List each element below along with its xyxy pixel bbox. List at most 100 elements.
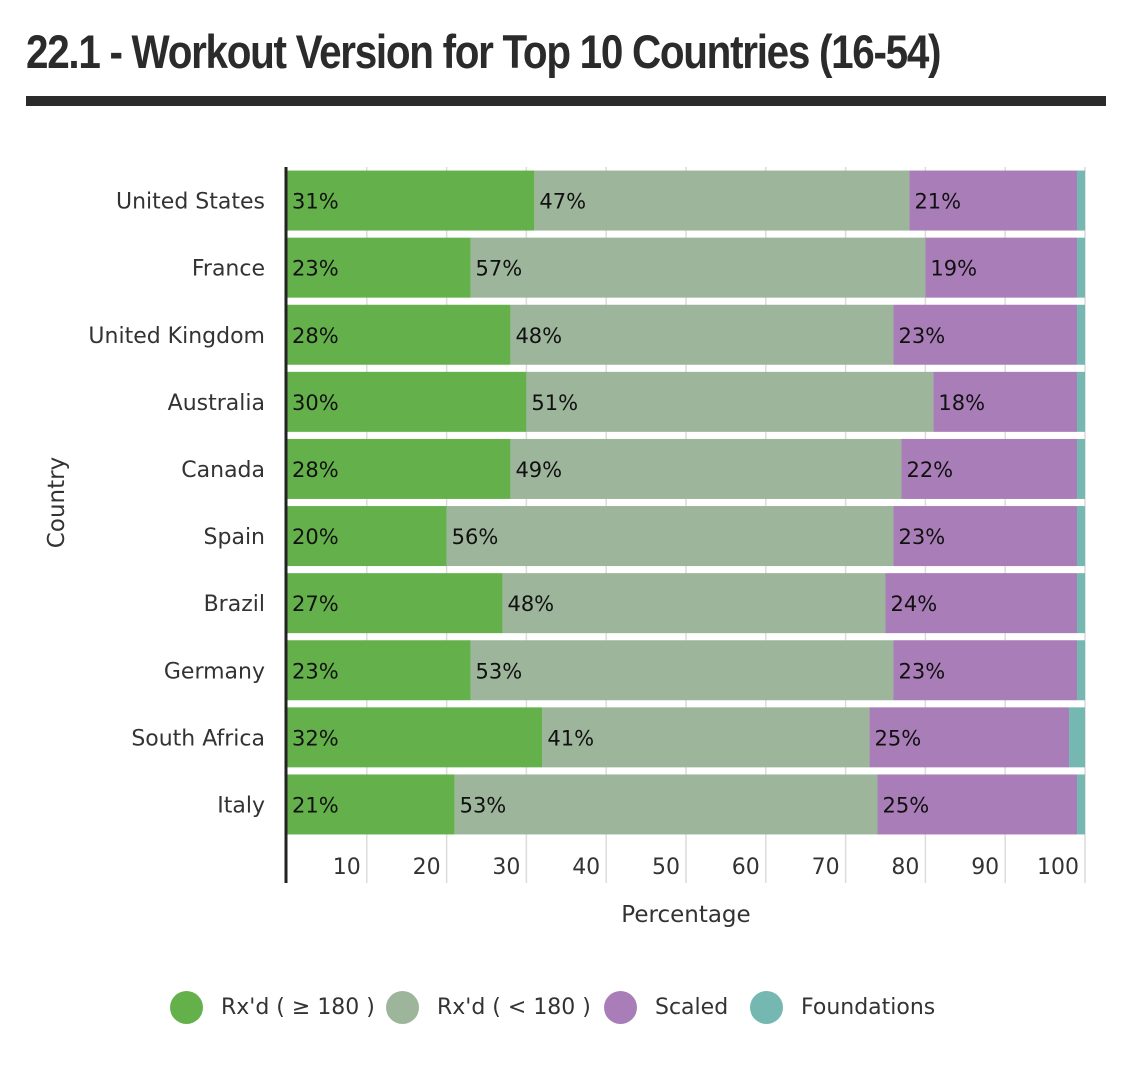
category-label: Germany xyxy=(164,659,265,684)
data-label: 23% xyxy=(292,659,339,683)
bar-segment[interactable] xyxy=(1077,371,1085,432)
data-label: 27% xyxy=(292,592,339,616)
bar-segment[interactable] xyxy=(287,371,527,432)
bar-segment[interactable] xyxy=(1077,640,1085,701)
legend-label: Scaled xyxy=(655,994,729,1020)
bar-segment[interactable] xyxy=(510,438,902,499)
category-label: France xyxy=(192,257,265,282)
bar-segment[interactable] xyxy=(1077,304,1085,365)
legend-swatch xyxy=(604,990,637,1024)
x-tick-label: 20 xyxy=(413,855,441,880)
bar-segment[interactable] xyxy=(470,640,894,701)
data-label: 25% xyxy=(875,726,922,750)
category-label: Australia xyxy=(168,391,265,416)
data-label: 53% xyxy=(476,659,523,683)
data-label: 24% xyxy=(891,592,938,616)
data-label: 28% xyxy=(292,458,339,482)
data-label: 49% xyxy=(515,458,562,482)
bar-segment[interactable] xyxy=(877,774,1078,835)
data-label: 41% xyxy=(547,726,594,750)
data-label: 25% xyxy=(883,793,930,817)
bar-segment[interactable] xyxy=(287,774,455,835)
bar-segment[interactable] xyxy=(893,640,1078,701)
data-label: 21% xyxy=(914,190,961,214)
x-tick-label: 80 xyxy=(891,855,919,880)
data-label: 48% xyxy=(515,324,562,348)
bar-segment[interactable] xyxy=(287,438,511,499)
data-label: 18% xyxy=(938,391,985,415)
chart-title: 22.1 - Workout Version for Top 10 Countr… xyxy=(26,25,942,78)
legend-item-foundations[interactable]: Foundations xyxy=(750,985,935,1029)
bar-segment[interactable] xyxy=(502,573,886,634)
bar-segment[interactable] xyxy=(542,707,870,768)
legend-swatch xyxy=(170,990,203,1024)
y-axis-title: Country xyxy=(44,457,70,548)
bar-segment[interactable] xyxy=(1077,573,1085,634)
bar-segment[interactable] xyxy=(454,774,878,835)
x-tick-label: 40 xyxy=(572,855,600,880)
bar-segment[interactable] xyxy=(287,237,471,298)
bar-segment[interactable] xyxy=(287,707,543,768)
bar-segment[interactable] xyxy=(925,237,1078,298)
data-label: 23% xyxy=(898,525,945,549)
bar-segment[interactable] xyxy=(287,304,511,365)
legend-label: Rx'd ( < 180 ) xyxy=(437,994,591,1020)
stacked-bar-chart: 31% 47% 21% 23% 57% 19% 28% 48% 23% 30% 51% 18% 28% 4… xyxy=(44,167,1086,928)
legend-item-scaled[interactable]: Scaled xyxy=(604,985,728,1029)
legend-item-rxd-180-plus[interactable]: Rx'd ( ≥ 180 ) xyxy=(170,985,375,1029)
data-label: 30% xyxy=(292,391,339,415)
x-tick-label: 30 xyxy=(492,855,520,880)
data-label: 32% xyxy=(292,726,339,750)
bar-segment[interactable] xyxy=(909,170,1078,231)
data-label: 31% xyxy=(292,190,339,214)
legend-swatch xyxy=(386,990,419,1024)
title-underline xyxy=(26,96,1106,106)
x-tick-label: 10 xyxy=(333,855,361,880)
bar-segment[interactable] xyxy=(470,237,926,298)
bar-segment[interactable] xyxy=(287,170,535,231)
bar-segment[interactable] xyxy=(1069,707,1085,768)
data-label: 48% xyxy=(507,592,554,616)
data-label: 47% xyxy=(539,190,586,214)
x-tick-label: 100 xyxy=(1037,855,1079,880)
bar-segment[interactable] xyxy=(1077,438,1085,499)
data-label: 22% xyxy=(906,458,953,482)
bar-segment[interactable] xyxy=(901,438,1078,499)
category-label: United Kingdom xyxy=(88,324,265,349)
data-label: 19% xyxy=(930,257,977,281)
bar-segment[interactable] xyxy=(869,707,1070,768)
category-label: Canada xyxy=(181,458,265,483)
data-label: 23% xyxy=(898,324,945,348)
x-axis-title: Percentage xyxy=(621,902,750,928)
data-labels: 31% 47% 21% 23% 57% 19% 28% 48% 23% 30% 51% 18% 28% 4… xyxy=(292,190,985,818)
x-tick-label: 70 xyxy=(812,855,840,880)
bar-segment[interactable] xyxy=(446,506,894,567)
legend-label: Foundations xyxy=(801,994,936,1020)
bar-segment[interactable] xyxy=(1077,237,1085,298)
bar-segment[interactable] xyxy=(893,304,1078,365)
bar-segment[interactable] xyxy=(885,573,1078,634)
data-label: 57% xyxy=(476,257,523,281)
bar-segment[interactable] xyxy=(1077,774,1085,835)
legend-label: Rx'd ( ≥ 180 ) xyxy=(221,994,375,1020)
bar-segment[interactable] xyxy=(1077,170,1085,231)
x-tick-label: 60 xyxy=(732,855,760,880)
bar-segment[interactable] xyxy=(287,640,471,701)
data-label: 53% xyxy=(460,793,507,817)
bars xyxy=(287,170,1085,835)
bar-segment[interactable] xyxy=(287,573,503,634)
bar-segment[interactable] xyxy=(510,304,894,365)
category-label: South Africa xyxy=(131,726,265,751)
bar-segment[interactable] xyxy=(1077,506,1085,567)
x-tick-labels: 10 20 30 40 50 60 70 80 90 100 xyxy=(333,855,1079,880)
data-label: 28% xyxy=(292,324,339,348)
bar-segment[interactable] xyxy=(287,506,447,567)
legend-item-rxd-under-180[interactable]: Rx'd ( < 180 ) xyxy=(386,985,591,1029)
x-tick-label: 90 xyxy=(971,855,999,880)
bar-segment[interactable] xyxy=(526,371,934,432)
bar-segment[interactable] xyxy=(933,371,1078,432)
bar-segment[interactable] xyxy=(893,506,1078,567)
category-labels: United States France United Kingdom Austral… xyxy=(88,190,265,819)
data-label: 51% xyxy=(531,391,578,415)
bar-segment[interactable] xyxy=(534,170,910,231)
